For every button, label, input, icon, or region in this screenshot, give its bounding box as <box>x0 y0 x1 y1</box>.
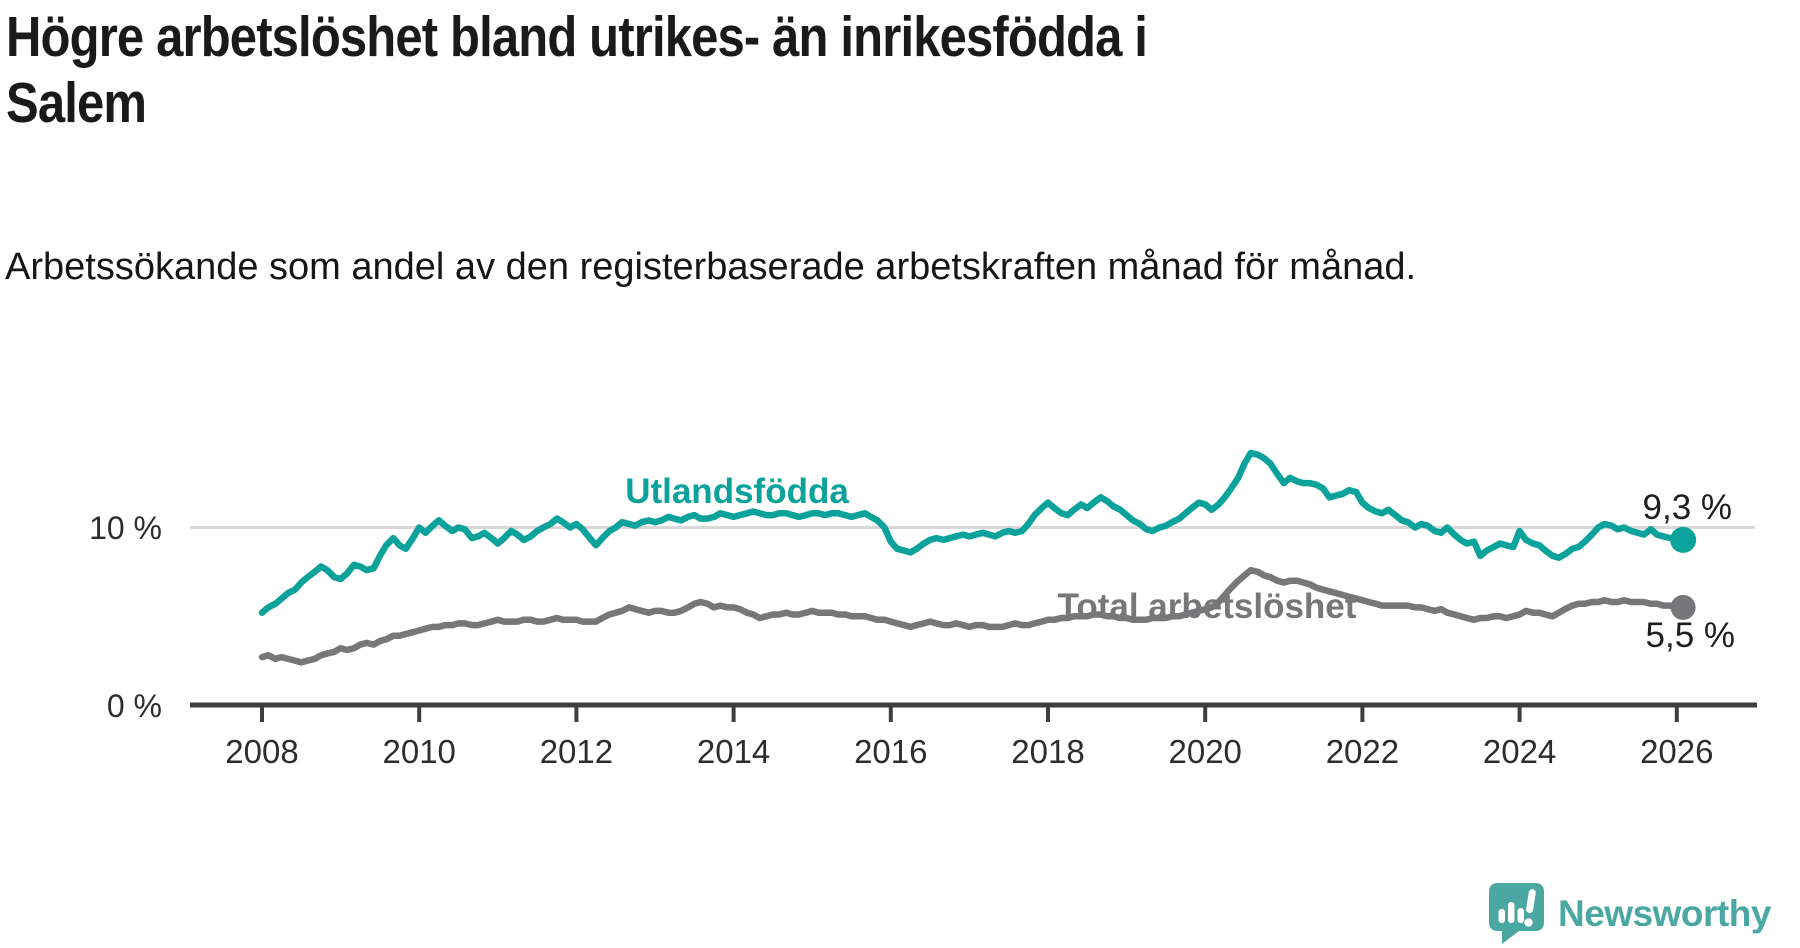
x-tick-label: 2008 <box>225 733 298 770</box>
page-title-line1: Högre arbetslöshet bland utrikes- än inr… <box>6 5 1148 69</box>
y-axis-label-10: 10 % <box>89 510 162 546</box>
page-subtitle: Arbetssökande som andel av den registerb… <box>5 246 1417 288</box>
end-value-label-utlandsfodda: 9,3 % <box>1643 488 1733 527</box>
end-dot-utlandsfodda <box>1670 526 1697 553</box>
x-tick-label: 2016 <box>854 733 927 770</box>
end-dot-total <box>1670 594 1696 620</box>
x-tick-label: 2012 <box>540 733 613 770</box>
x-tick-label: 2020 <box>1168 733 1241 770</box>
x-axis-ticks: 2008 2010 2012 2014 2016 2018 2020 2022 2024 2026 <box>225 705 1714 770</box>
x-tick-label: 2018 <box>1011 733 1084 770</box>
x-tick-label: 2010 <box>382 733 455 770</box>
y-axis-label-0: 0 % <box>107 688 162 724</box>
series-label-total-arbetsloshet: Total arbetslöshet <box>1058 587 1357 626</box>
page-title: Högre arbetslöshet bland utrikes- än inr… <box>6 4 1296 136</box>
x-tick-label: 2026 <box>1640 733 1713 770</box>
x-tick-label: 2022 <box>1326 733 1399 770</box>
series-label-utlandsfodda: Utlandsfödda <box>625 472 849 511</box>
end-value-label-total: 5,5 % <box>1646 616 1736 655</box>
newsworthy-logo-icon <box>1489 883 1544 944</box>
page-title-line2: Salem <box>6 71 147 136</box>
newsworthy-logo[interactable]: Newsworthy <box>1488 882 1771 945</box>
x-tick-label: 2024 <box>1483 733 1556 770</box>
newsworthy-logo-text: Newsworthy <box>1558 893 1771 934</box>
chart-series <box>258 449 1697 666</box>
line-total <box>258 566 1687 666</box>
x-tick-label: 2014 <box>697 733 770 770</box>
line-utlandsfodda <box>258 449 1687 616</box>
